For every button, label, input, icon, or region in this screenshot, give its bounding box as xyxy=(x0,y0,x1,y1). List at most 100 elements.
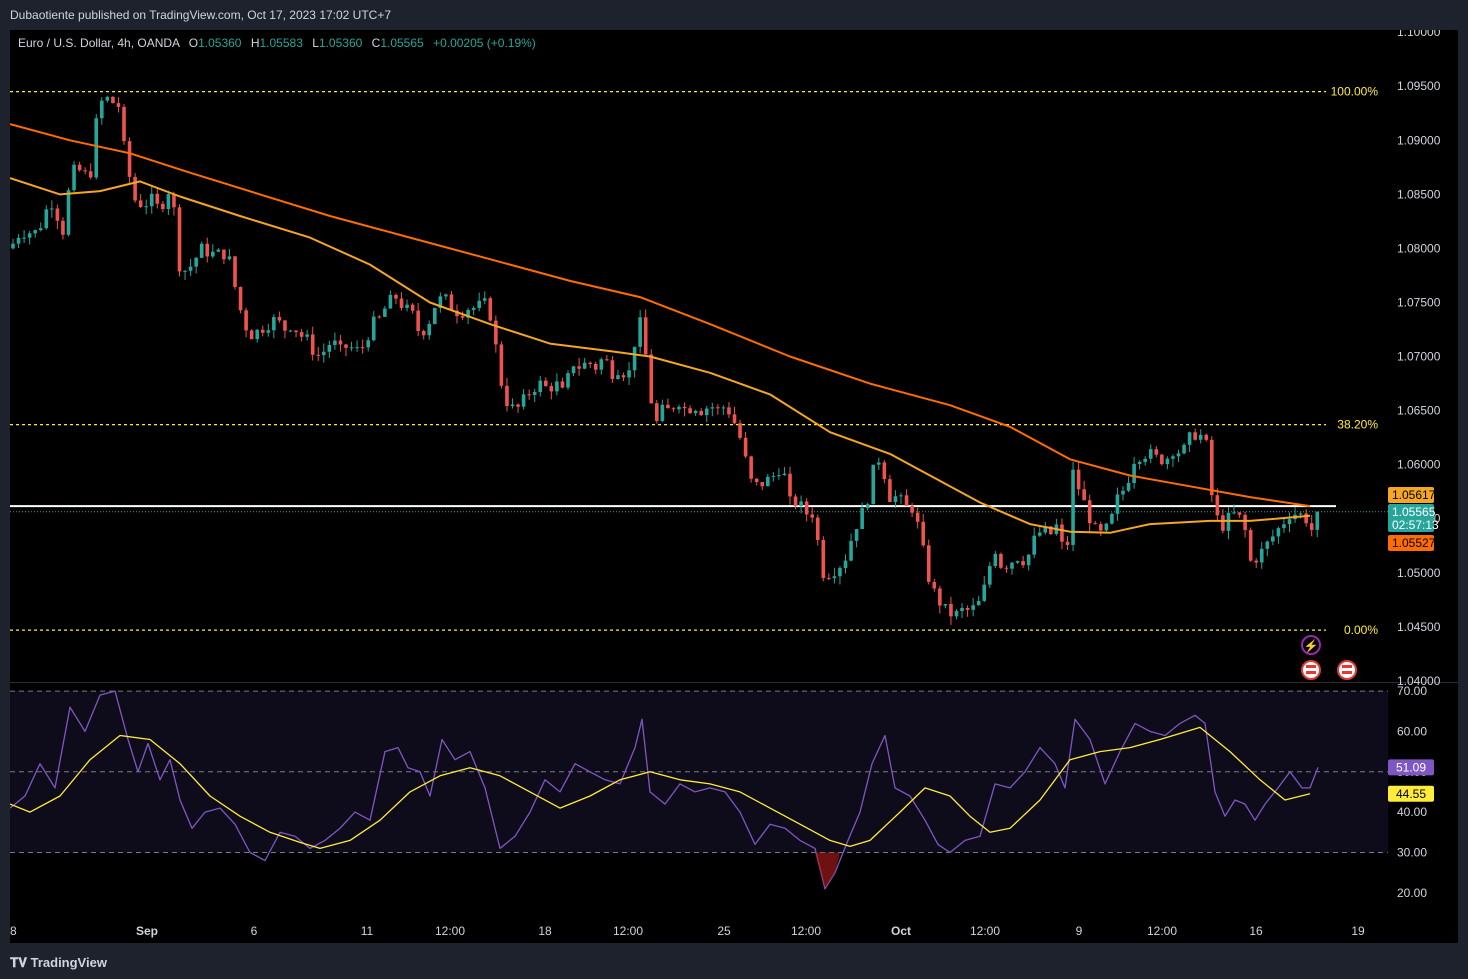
candle-body xyxy=(1248,530,1253,561)
candle-body xyxy=(821,540,826,579)
candle-body xyxy=(666,404,670,409)
open-value: 1.05360 xyxy=(198,36,242,50)
candle-body xyxy=(427,323,432,336)
candle-body xyxy=(721,407,726,409)
us-flag-event-icon xyxy=(1301,660,1321,680)
candle-body xyxy=(865,504,870,509)
candle-body xyxy=(294,330,298,333)
candle-body xyxy=(1221,515,1225,531)
candle-body xyxy=(127,141,132,177)
candle-body xyxy=(827,578,831,580)
candle-body xyxy=(371,316,376,341)
candle-body xyxy=(166,194,171,210)
lightning-glyph: ⚡ xyxy=(1304,639,1319,653)
candle-body xyxy=(510,404,515,407)
candle-body xyxy=(211,251,215,257)
candle-body xyxy=(727,407,731,415)
candle-body xyxy=(310,334,315,355)
candle-body xyxy=(1271,536,1275,542)
candle-body xyxy=(438,296,443,308)
candle-body xyxy=(72,164,76,191)
candle-body xyxy=(599,359,604,370)
candle-body xyxy=(899,495,903,497)
candle-body xyxy=(1243,514,1247,531)
candle-body xyxy=(621,375,626,378)
candle-body xyxy=(1049,526,1053,535)
candle-body xyxy=(38,228,43,231)
candle-body xyxy=(149,193,154,207)
fib-level-label: 0.00% xyxy=(1344,623,1378,637)
chart-area[interactable]: 1.10000 1.09500 1.09000 1.08500 1.08000 1.075… xyxy=(10,30,1458,943)
chart-svg[interactable]: 1.10000 1.09500 1.09000 1.08500 1.08000 1.075… xyxy=(10,30,1458,943)
candle-body xyxy=(777,475,781,477)
candle-body xyxy=(471,307,476,310)
candle-body xyxy=(838,568,842,577)
candle-body xyxy=(532,392,537,395)
ema-slow-line xyxy=(10,123,1311,508)
time-axis-label: 18 xyxy=(538,924,552,938)
price-tick-label: 1.09500 xyxy=(1397,79,1441,93)
time-axis-label: 6 xyxy=(251,924,258,938)
price-tick-label: 1.08000 xyxy=(1397,241,1441,255)
time-axis-label: 25 xyxy=(717,924,731,938)
time-axis-label: 8 xyxy=(10,924,17,938)
us-flag-event-icon xyxy=(1337,660,1357,680)
time-axis-label: 12:00 xyxy=(970,924,1000,938)
footer: 𝐓𝐕 TradingView xyxy=(0,943,1468,979)
candle-body xyxy=(455,310,459,317)
candle-body xyxy=(366,340,370,348)
candle-body xyxy=(810,514,814,518)
high-value: 1.05583 xyxy=(259,36,303,50)
candle-body xyxy=(399,298,404,308)
candle-body xyxy=(1137,461,1142,464)
time-axis-label: 9 xyxy=(1076,924,1083,938)
candle-body xyxy=(1076,469,1081,490)
candle-body xyxy=(655,403,659,421)
logo-mark-icon: 𝐓𝐕 xyxy=(10,955,31,970)
candle-body xyxy=(355,347,359,349)
candle-body xyxy=(854,529,859,541)
candle-body xyxy=(1004,567,1009,569)
change-value: +0.00205 (+0.19%) xyxy=(433,36,536,50)
candle-body xyxy=(560,381,565,388)
rsi-tick-label: 40.00 xyxy=(1397,805,1427,819)
candle-body xyxy=(893,496,898,502)
candle-body xyxy=(255,329,259,340)
candle-body xyxy=(1154,449,1159,455)
candle-body xyxy=(494,320,498,345)
candle-body xyxy=(660,404,665,421)
candle-body xyxy=(582,362,587,369)
candle-body xyxy=(1171,456,1175,459)
close-label: C xyxy=(371,36,381,50)
candle-body xyxy=(749,456,753,479)
tradingview-logo[interactable]: 𝐓𝐕 TradingView xyxy=(10,955,107,971)
candle-body xyxy=(988,566,992,585)
candle-body xyxy=(754,478,759,483)
candle-body xyxy=(971,605,975,610)
candle-body xyxy=(793,496,798,507)
candle-body xyxy=(16,237,21,244)
candle-body xyxy=(1021,561,1025,566)
candle-body xyxy=(871,464,876,505)
price-badge xyxy=(1388,535,1434,551)
candle-body xyxy=(605,359,609,361)
candle-body xyxy=(815,517,820,541)
candle-body xyxy=(383,308,387,317)
price-tick-label: 1.04500 xyxy=(1397,620,1441,634)
candle-body xyxy=(1165,458,1170,465)
open-label: O xyxy=(188,36,199,50)
candle-body xyxy=(1060,524,1064,542)
candle-body xyxy=(482,298,487,301)
candle-body xyxy=(449,294,454,311)
candle-body xyxy=(410,304,415,311)
price-tick-label: 1.06500 xyxy=(1397,404,1441,418)
time-axis-label: 16 xyxy=(1249,924,1263,938)
candle-body xyxy=(322,351,326,356)
rsi-value-label: 51.09 xyxy=(1396,760,1426,774)
time-axis-label: 12:00 xyxy=(1147,924,1177,938)
candle-body xyxy=(260,329,265,333)
fib-level-label: 38.20% xyxy=(1337,418,1378,432)
price-tick-label: 1.07500 xyxy=(1397,295,1441,309)
candle-body xyxy=(194,257,198,267)
candle-body xyxy=(1204,434,1209,440)
